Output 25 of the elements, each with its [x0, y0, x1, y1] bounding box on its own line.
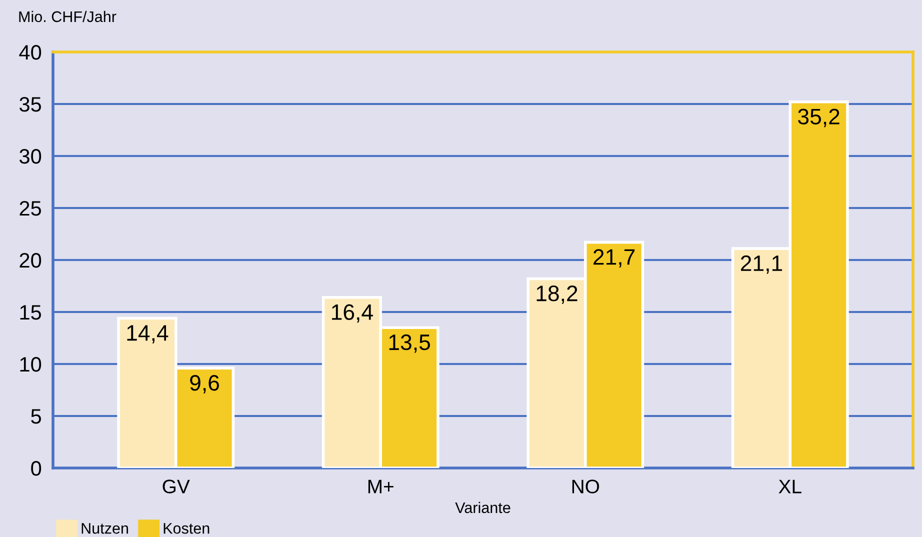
- y-tick-label: 25: [20, 201, 42, 216]
- y-tick-label: 35: [20, 97, 42, 112]
- y-tick-label: 20: [20, 253, 42, 268]
- x-axis-title: Variante: [455, 502, 510, 514]
- y-tick-label: 10: [20, 357, 42, 372]
- x-tick-label: NO: [572, 480, 600, 494]
- data-label: 18,2: [536, 286, 578, 304]
- data-label: 9,6: [190, 374, 219, 394]
- y-axis-title: Mio. CHF/Jahr: [19, 10, 116, 22]
- y-tick-label: 0: [31, 461, 42, 476]
- legend-label: Nutzen: [82, 523, 128, 534]
- data-label: 14,4: [127, 325, 168, 344]
- y-tick-label: 30: [20, 149, 42, 164]
- data-label: 21,1: [740, 255, 782, 274]
- data-label: 13,5: [389, 334, 430, 353]
- legend-label: Kosten: [164, 523, 210, 534]
- x-tick-label: M+: [368, 480, 394, 494]
- y-tick-label: 5: [31, 409, 42, 424]
- data-label: 16,4: [332, 304, 373, 323]
- data-label: 35,2: [798, 108, 840, 128]
- data-label: 21,7: [594, 249, 635, 268]
- x-tick-label: XL: [778, 480, 802, 494]
- y-tick-label: 40: [19, 45, 42, 60]
- x-tick-label: GV: [162, 480, 190, 494]
- y-tick-label: 15: [20, 305, 42, 320]
